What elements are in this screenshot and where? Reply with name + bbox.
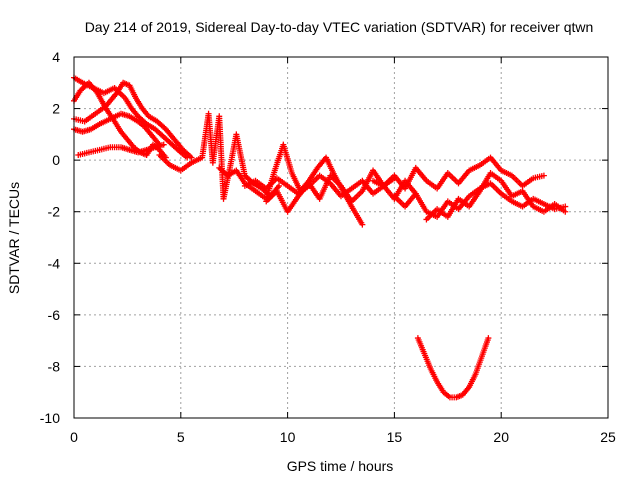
y-tick-label: -8: [48, 358, 61, 374]
x-tick-label: 10: [280, 429, 296, 445]
x-tick-label: 20: [493, 429, 509, 445]
y-tick-label: -2: [48, 204, 61, 220]
series-track-5: [75, 141, 167, 158]
y-tick-label: 4: [52, 49, 60, 65]
x-axis-title: GPS time / hours: [287, 458, 394, 474]
data-point: [485, 335, 492, 342]
data-point: [160, 141, 167, 148]
data-point: [562, 203, 569, 210]
data-points: [71, 74, 569, 401]
x-tick-label: 5: [177, 429, 185, 445]
y-tick-label: -4: [48, 255, 61, 271]
x-tick-label: 0: [70, 429, 78, 445]
data-point: [540, 172, 547, 179]
axis-ticks: [73, 56, 609, 419]
data-point: [188, 154, 195, 161]
series-track-12: [423, 170, 569, 223]
grid: [74, 57, 608, 418]
data-point: [562, 208, 569, 215]
plot-frame: [73, 56, 609, 419]
y-tick-label: 2: [52, 101, 60, 117]
y-tick-label: -10: [40, 410, 60, 426]
data-point: [276, 182, 283, 189]
series-track-4: [71, 110, 163, 148]
y-tick-label: -6: [48, 307, 61, 323]
tick-labels: 0 5 10 15 20 25 -10 -8 -6 -4 -2 0 2 4: [40, 49, 616, 445]
y-axis-title: SDTVAR / TECUs: [6, 182, 22, 294]
chart-title: Day 214 of 2019, Sidereal Day-to-day VTE…: [85, 19, 594, 35]
series-track-10: [370, 154, 547, 192]
series-track-13: [414, 335, 492, 401]
data-point: [359, 221, 366, 228]
x-tick-label: 25: [600, 429, 616, 445]
y-tick-label: 0: [52, 152, 60, 168]
x-tick-label: 15: [387, 429, 403, 445]
